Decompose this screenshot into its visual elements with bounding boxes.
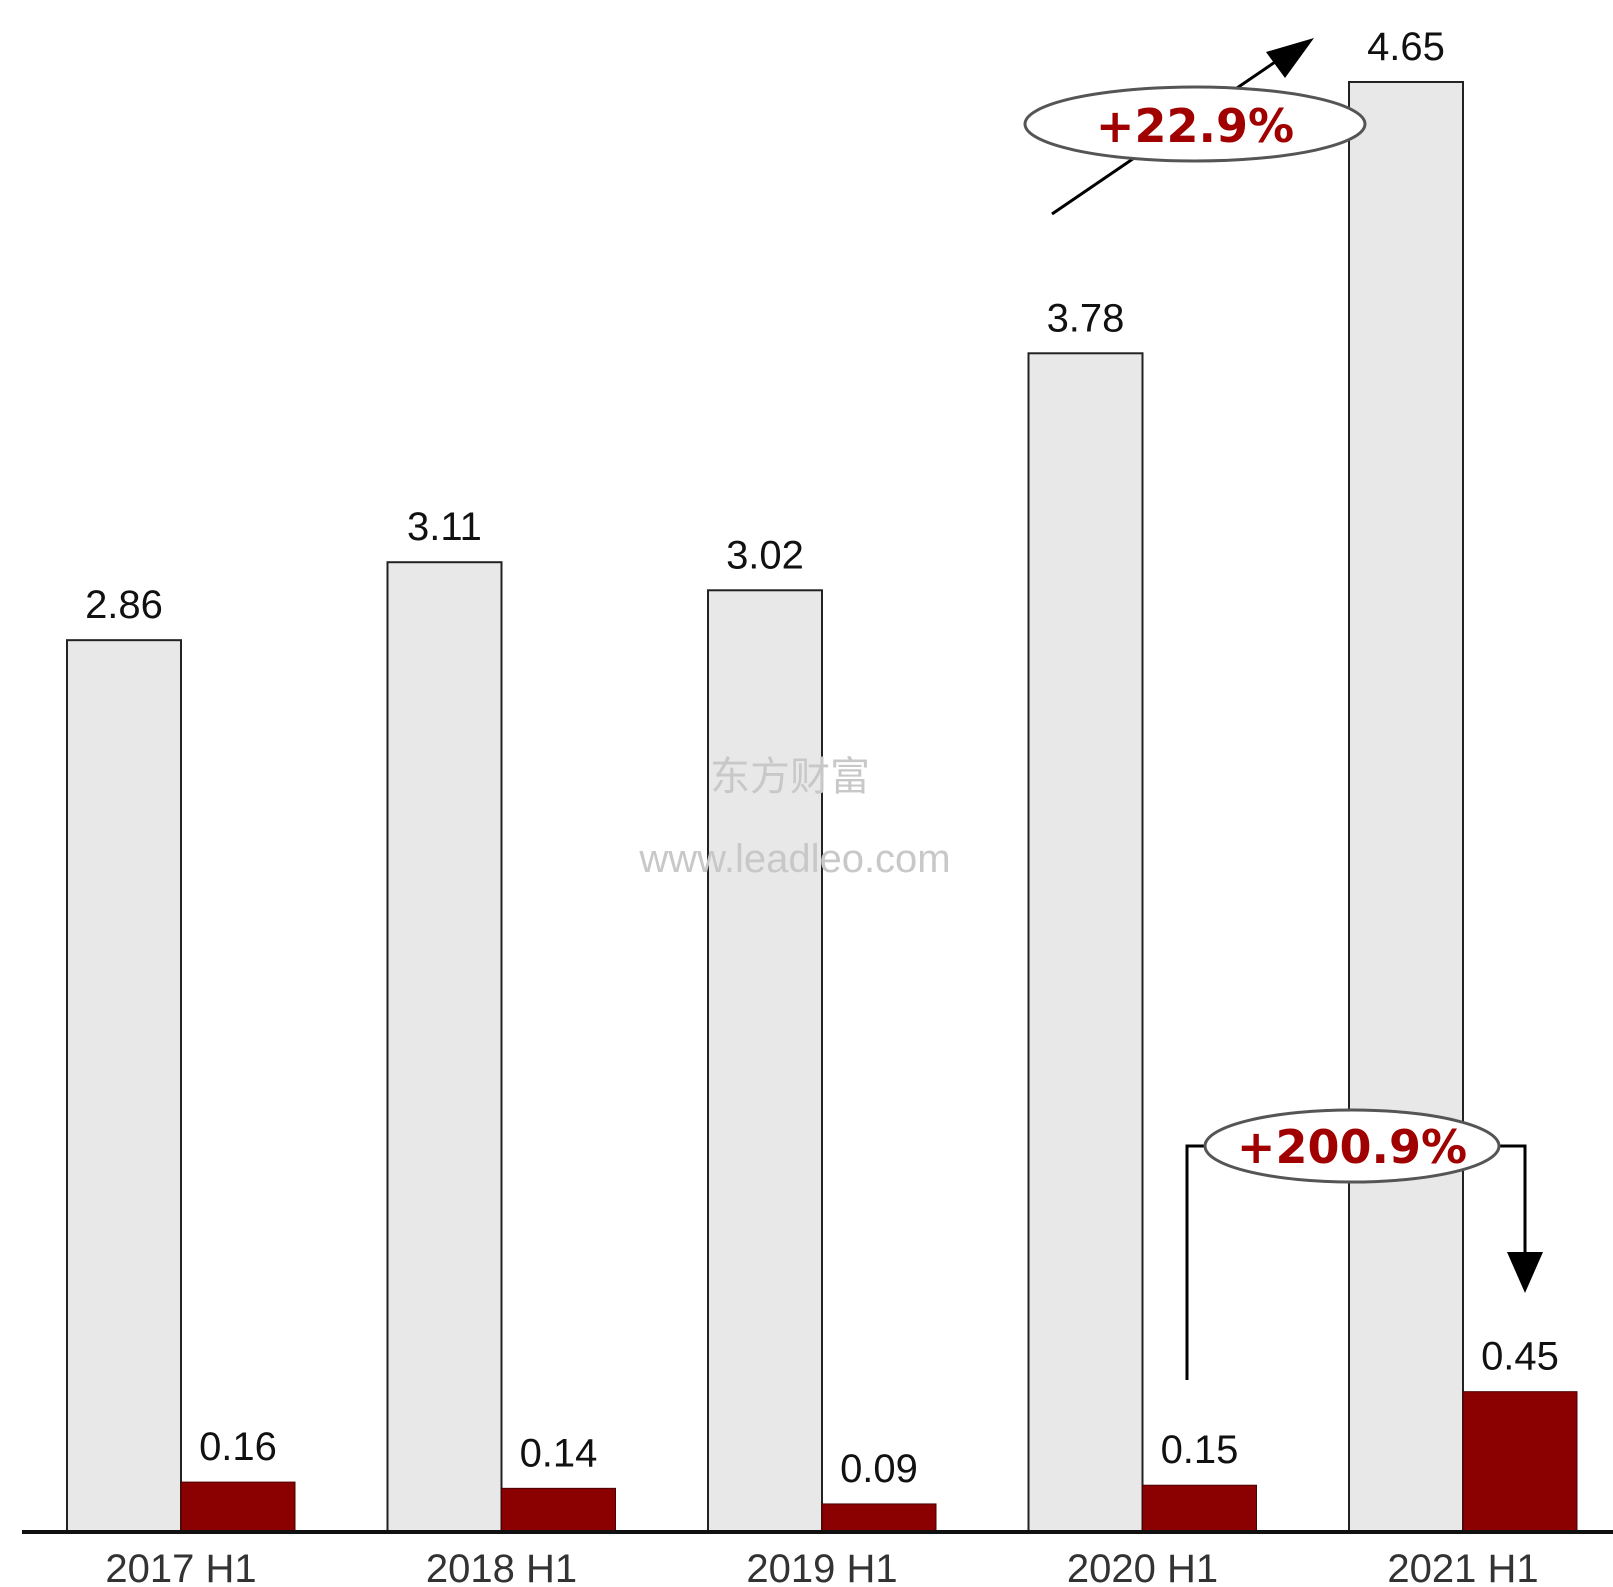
value-labels: 2.86 0.16 3.11 0.14 3.02 0.09 3.78 0.15 4.65 0.45: [85, 25, 1559, 1491]
value-label-red-2021-H1: 0.45: [1481, 1335, 1559, 1379]
bar-red-2019-H1: [821, 1503, 937, 1533]
bar-grey-2021-H1: [1348, 81, 1464, 1533]
x-tick-label: 2018 H1: [426, 1547, 577, 1587]
bar-grey-2019-H1: [707, 589, 823, 1533]
x-tick-label: 2021 H1: [1387, 1547, 1538, 1587]
watermark-brand: 东方财富: [710, 754, 870, 800]
series-grey-bars: [66, 81, 1464, 1534]
value-label-grey-2018-H1: 3.11: [407, 505, 482, 549]
x-axis-ticks: 2017 H1 2018 H1 2019 H1 2020 H1 2021 H1: [105, 1547, 1538, 1587]
x-tick-label: 2017 H1: [105, 1547, 256, 1587]
growth-bracket-left: [1185, 1144, 1210, 1380]
bar-red-2018-H1: [501, 1487, 616, 1533]
growth-bubble: [1023, 85, 1367, 163]
bar-red-2017-H1: [180, 1481, 296, 1533]
value-label-red-2019-H1: 0.09: [840, 1447, 918, 1491]
series-red-bars: [180, 1391, 1578, 1533]
growth-bracket-right: [1494, 1144, 1527, 1252]
bar-red-2021-H1: [1462, 1391, 1578, 1533]
value-label-grey-2020-H1: 3.78: [1047, 296, 1125, 340]
growth-arrow-head: [1266, 38, 1314, 78]
watermark-url: www.leadleo.com: [638, 837, 950, 881]
growth-annotation-top: +22.9%: [1023, 38, 1367, 216]
bar-grey-2017-H1: [66, 639, 182, 1533]
value-label-red-2017-H1: 0.16: [199, 1425, 277, 1469]
x-tick-label: 2020 H1: [1067, 1547, 1218, 1587]
bar-grey-2018-H1: [386, 561, 503, 1533]
growth-text-bottom: +200.9%: [1237, 1120, 1467, 1174]
value-label-grey-2019-H1: 3.02: [726, 533, 804, 577]
growth-annotation-bottom: +200.9%: [1185, 1108, 1543, 1380]
growth-arrow-down-head: [1507, 1252, 1543, 1293]
value-label-red-2020-H1: 0.15: [1161, 1428, 1239, 1472]
x-tick-label: 2019 H1: [746, 1547, 897, 1587]
bar-grey-2020-H1: [1027, 352, 1144, 1534]
value-label-red-2018-H1: 0.14: [520, 1431, 598, 1475]
growth-text-top: +22.9%: [1096, 99, 1294, 153]
growth-bubble: [1203, 1108, 1501, 1184]
bar-red-2020-H1: [1142, 1484, 1257, 1533]
value-label-grey-2017-H1: 2.86: [85, 583, 163, 627]
value-label-grey-2021-H1: 4.65: [1367, 25, 1445, 69]
